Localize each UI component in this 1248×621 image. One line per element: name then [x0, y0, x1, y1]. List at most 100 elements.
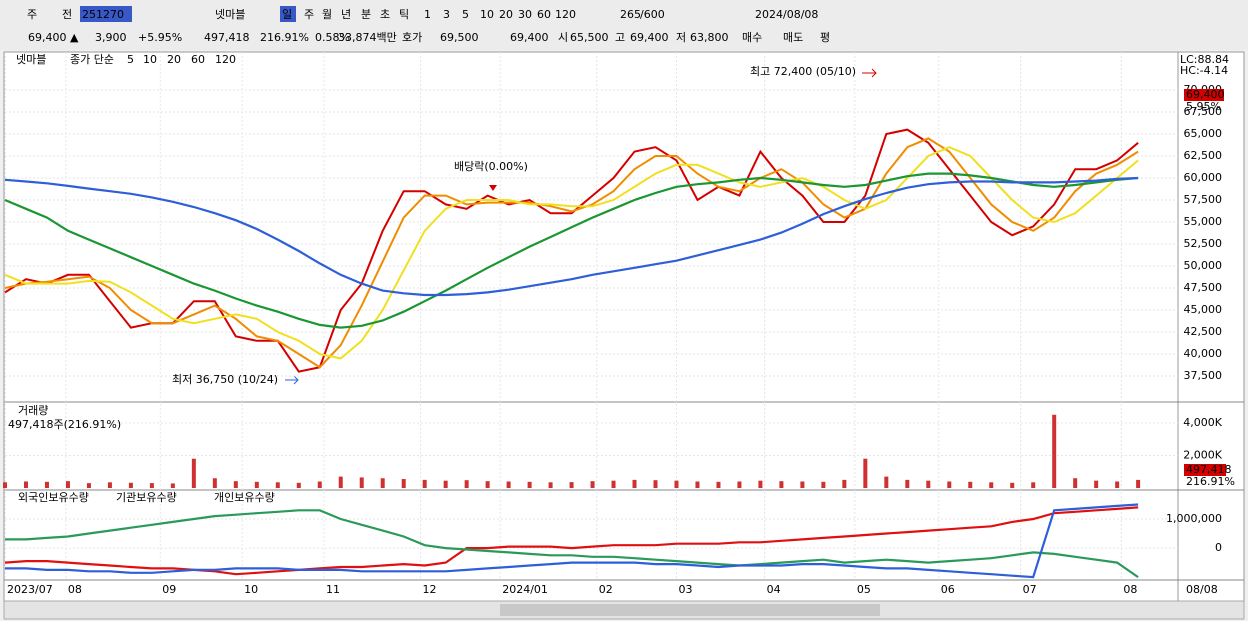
quote-item: 호가: [402, 31, 422, 44]
legend-entry: 외국인보유수량: [18, 491, 89, 504]
toolbar-item[interactable]: 일: [282, 7, 292, 21]
toolbar-item[interactable]: 주: [27, 8, 37, 21]
scroll-thumb[interactable]: [500, 604, 880, 616]
x-tick-label: 04: [767, 583, 781, 596]
volume-bar: [695, 481, 700, 488]
side-label: 216.91%: [1186, 475, 1235, 488]
toolbar-item[interactable]: 60: [537, 8, 551, 21]
volume-bar: [338, 476, 343, 488]
x-tick-label: 06: [941, 583, 955, 596]
toolbar-item[interactable]: 월: [322, 8, 332, 21]
annotation: 배당락(0.00%): [454, 160, 528, 173]
volume-bar: [527, 481, 532, 488]
volume-bar: [359, 477, 364, 488]
toolbar-item[interactable]: 초: [380, 8, 390, 21]
volume-box: [1184, 464, 1226, 476]
volume-bar: [989, 482, 994, 488]
quote-item: 65,500: [570, 31, 609, 44]
price-box: [1184, 89, 1224, 101]
quote-item: 저: [676, 31, 686, 44]
quote-item: 69,400 ▲: [28, 31, 79, 44]
legend-prefix: 종가 단순: [70, 53, 114, 66]
legend-entry: 10: [143, 53, 157, 66]
volume-bar: [23, 481, 28, 488]
quote-item: 497,418: [204, 31, 250, 44]
volume-bar: [632, 479, 637, 488]
toolbar-item[interactable]: 1: [424, 8, 431, 21]
volume-bar: [1136, 479, 1141, 488]
x-tick-label: 12: [422, 583, 436, 596]
quote-item: 69,400: [630, 31, 669, 44]
y-tick-label: 2,000K: [1183, 448, 1222, 461]
toolbar-item[interactable]: 년: [341, 8, 351, 21]
quote-item: 시: [558, 31, 568, 44]
toolbar-item[interactable]: /600: [640, 8, 665, 21]
toolbar-item[interactable]: 251270: [82, 8, 124, 21]
volume-bar: [3, 482, 7, 488]
y-tick-label: 1,000,000: [1166, 512, 1222, 525]
volume-bar: [926, 480, 931, 488]
volume-bar: [401, 479, 406, 488]
toolbar-item[interactable]: 30: [518, 8, 532, 21]
volume-bar: [485, 481, 490, 488]
volume-bar: [233, 481, 238, 488]
volume-bar: [1010, 482, 1015, 488]
arrow: [862, 68, 877, 78]
volume-bar: [212, 478, 217, 488]
volume-bar: [191, 458, 196, 488]
x-tick-label: 2023/07: [7, 583, 53, 596]
x-tick-label: 07: [1023, 583, 1037, 596]
toolbar-item[interactable]: 5: [462, 8, 469, 21]
volume-bar: [905, 479, 910, 488]
toolbar-item[interactable]: 20: [499, 8, 513, 21]
volume-bar: [947, 481, 952, 488]
volume-bar: [1094, 480, 1099, 488]
volume-bar: [548, 482, 553, 488]
toolbar-item[interactable]: 전: [62, 8, 72, 21]
x-tick-label: 09: [162, 583, 176, 596]
toolbar-item[interactable]: 주: [304, 8, 314, 21]
volume-bar: [65, 481, 70, 488]
y-tick-label: 40,000: [1184, 347, 1223, 360]
panel-title: 거래량: [18, 404, 48, 417]
volume-bar: [590, 481, 595, 488]
toolbar-item[interactable]: 틱: [399, 8, 409, 21]
x-tick-label: 08: [68, 583, 82, 596]
volume-bar: [842, 479, 847, 488]
toolbar-item[interactable]: 분: [361, 8, 371, 21]
volume-bar: [275, 482, 280, 488]
side-label: 69,400: [1186, 88, 1225, 101]
toolbar-item[interactable]: 10: [480, 8, 494, 21]
quote-item: 63,800: [690, 31, 729, 44]
volume-bar: [611, 480, 616, 488]
volume-bar: [569, 482, 574, 488]
chart-title: 넷마블: [16, 53, 46, 66]
legend-entry: 기관보유수량: [116, 491, 177, 504]
volume-bar: [380, 478, 385, 488]
toolbar-item[interactable]: 넷마블: [215, 8, 245, 21]
y-tick-label: 45,000: [1184, 303, 1223, 316]
toolbar-item[interactable]: 265: [620, 8, 641, 21]
volume-bar: [884, 476, 889, 488]
y-tick-label: 55,000: [1184, 215, 1223, 228]
selected-box: [280, 6, 296, 22]
y-tick-label: 65,000: [1184, 127, 1223, 140]
legend-entry: 20: [167, 53, 181, 66]
toolbar-item[interactable]: 120: [555, 8, 576, 21]
volume-bar: [170, 483, 175, 488]
quote-item: 69,400: [510, 31, 549, 44]
toolbar-item[interactable]: 2024/08/08: [755, 8, 818, 21]
x-tick-label: 05: [857, 583, 871, 596]
volume-bar: [422, 479, 427, 488]
toolbar-item[interactable]: 3: [443, 8, 450, 21]
side-label: HC:-4.14: [1180, 64, 1228, 77]
volume-bar: [758, 480, 763, 488]
series-line: [4, 128, 1139, 373]
volume-bar: [506, 481, 511, 488]
panel-subtitle: 497,418주(216.91%): [8, 418, 121, 431]
annotation: 최저 36,750 (10/24): [172, 373, 278, 386]
volume-bar: [107, 482, 112, 488]
y-tick-label: 67,500: [1184, 105, 1223, 118]
quote-item: 33,874백만: [338, 31, 397, 44]
